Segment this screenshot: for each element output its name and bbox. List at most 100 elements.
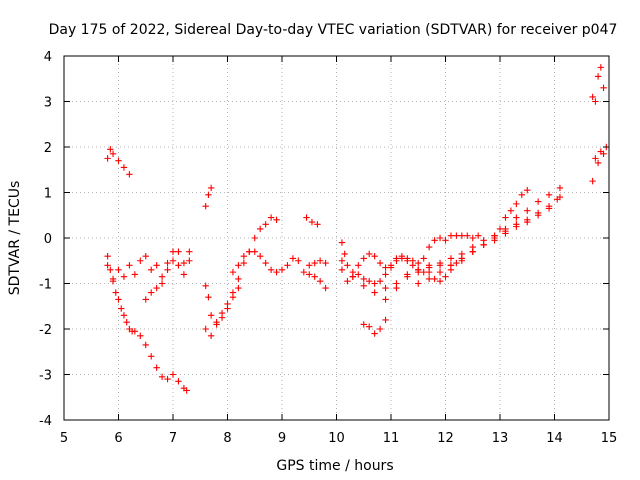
data-point	[273, 268, 280, 276]
data-point	[534, 209, 542, 217]
data-point	[314, 221, 321, 228]
data-point	[393, 280, 400, 287]
data-point	[447, 232, 455, 239]
data-point	[594, 159, 602, 167]
data-point	[371, 330, 378, 337]
data-point	[382, 316, 389, 324]
data-point	[524, 216, 531, 223]
data-point	[382, 296, 389, 303]
data-point	[592, 98, 599, 105]
data-point	[235, 284, 242, 292]
series-arc-o	[415, 196, 561, 287]
data-point	[207, 184, 215, 192]
data-point	[267, 214, 275, 221]
data-point	[600, 150, 607, 158]
data-point	[355, 271, 362, 278]
data-point	[158, 373, 166, 380]
data-point	[491, 234, 498, 242]
data-point	[338, 257, 346, 264]
x-tick-label: 5	[60, 431, 68, 446]
data-point	[524, 187, 531, 194]
series-arc-g	[202, 284, 242, 340]
data-point	[303, 214, 310, 221]
data-point	[436, 234, 444, 242]
data-point	[295, 257, 302, 264]
data-point	[180, 271, 188, 278]
data-point	[308, 218, 316, 226]
data-point	[109, 150, 117, 158]
data-point	[213, 318, 220, 326]
data-point	[267, 266, 275, 274]
data-point	[137, 257, 144, 264]
data-point	[224, 300, 231, 308]
data-point	[360, 255, 367, 262]
data-point	[322, 284, 329, 292]
data-point	[442, 273, 449, 280]
data-point	[442, 237, 449, 244]
data-point	[278, 266, 286, 274]
data-point	[262, 221, 269, 228]
data-point	[240, 259, 248, 267]
data-point	[142, 253, 149, 260]
data-point	[453, 232, 460, 239]
data-point	[207, 312, 215, 319]
data-point	[186, 248, 193, 255]
data-point	[186, 257, 193, 264]
data-point	[387, 264, 395, 271]
data-point	[289, 255, 297, 262]
data-point	[306, 262, 313, 269]
data-point	[180, 259, 188, 267]
data-point	[205, 293, 212, 301]
data-point	[205, 191, 212, 198]
series-arc-k	[338, 232, 482, 287]
data-point	[376, 325, 384, 333]
data-point	[366, 323, 373, 330]
data-point	[158, 273, 166, 280]
data-point	[382, 264, 389, 271]
y-tick-label: 2	[44, 141, 52, 156]
data-point	[311, 273, 318, 280]
data-point	[431, 237, 438, 244]
x-tick-label: 7	[169, 431, 177, 446]
series-arc-l	[338, 250, 466, 285]
data-point	[447, 255, 455, 262]
data-point	[554, 196, 561, 203]
y-tick-label: 1	[44, 187, 52, 202]
data-point	[425, 264, 433, 271]
data-point	[376, 278, 384, 285]
data-point	[360, 275, 367, 283]
x-tick-label: 11	[383, 431, 400, 446]
data-point	[436, 268, 444, 276]
data-point	[436, 259, 444, 267]
data-point	[436, 278, 444, 285]
data-point	[257, 253, 264, 260]
grid-lines	[64, 56, 609, 420]
data-point	[338, 239, 346, 246]
data-point	[393, 257, 400, 264]
data-point	[120, 273, 128, 280]
series-arc-f	[202, 214, 280, 328]
data-point	[589, 177, 596, 185]
series-arc-h	[229, 248, 329, 278]
data-point	[589, 93, 596, 101]
data-point	[164, 266, 171, 274]
data-point	[404, 271, 411, 278]
data-point	[142, 296, 149, 303]
data-point	[148, 266, 155, 274]
data-point	[158, 280, 166, 287]
data-point	[420, 268, 427, 276]
data-point	[137, 332, 144, 340]
data-point	[115, 266, 122, 274]
data-point	[207, 332, 215, 340]
data-point	[404, 257, 411, 264]
data-points	[104, 64, 610, 394]
data-point	[376, 259, 384, 267]
data-point	[360, 282, 367, 289]
data-point	[502, 214, 509, 221]
y-tick-label: -3	[39, 369, 52, 384]
y-tick-label: 3	[44, 96, 52, 111]
data-point	[115, 157, 122, 164]
y-axis-title: SDTVAR / TECUs	[7, 181, 23, 296]
data-point	[183, 387, 190, 394]
